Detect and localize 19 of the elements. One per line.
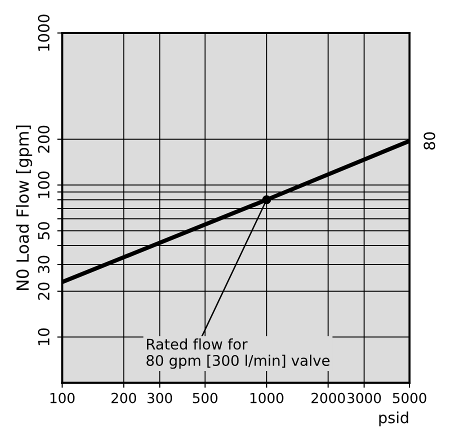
x-tick-label: 3000: [348, 392, 381, 404]
x-axis-title: psid: [379, 412, 408, 426]
x-tick-label: 300: [148, 392, 172, 404]
x-tick-label: 200: [112, 392, 136, 404]
x-tick-label: 500: [192, 392, 218, 404]
y-axis-title: N0 Load Flow [gpm]: [16, 126, 32, 290]
x-tick-label: 100: [50, 392, 75, 404]
x-tick-label: 2000: [312, 392, 345, 404]
y-tick-label: 200: [38, 126, 50, 153]
y-tick-label: 10: [38, 328, 50, 346]
y-tick-label: 20: [38, 282, 50, 300]
y-tick-label: 100: [38, 171, 50, 198]
y-tick-label: 1000: [38, 14, 50, 51]
annotation: Rated flow for 80 gpm [300 l/min] valve: [146, 338, 330, 369]
x-tick-label: 5000: [392, 392, 426, 404]
y-tick-label: 50: [38, 222, 50, 240]
y-tick-label: 30: [38, 256, 50, 274]
text: 80: [424, 132, 436, 150]
x-tick-label: 1000: [250, 392, 284, 404]
